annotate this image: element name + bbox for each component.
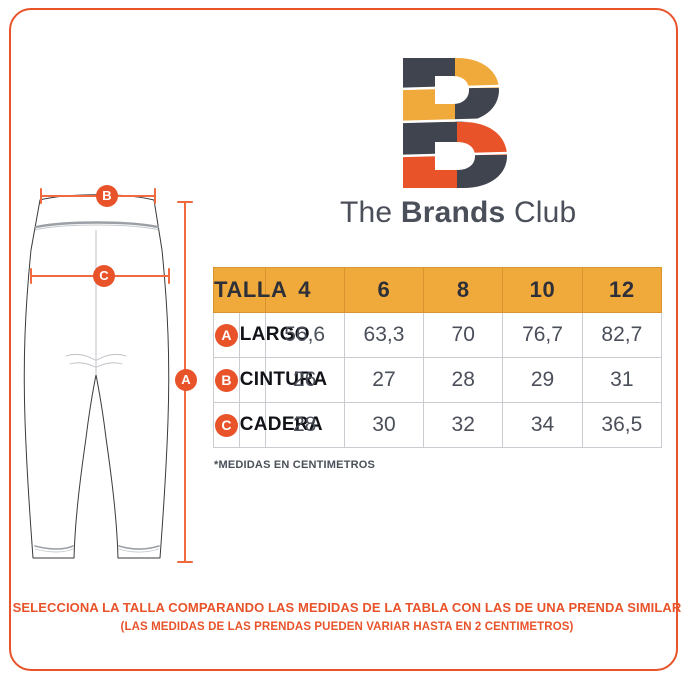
wordmark-brands: Brands (400, 196, 506, 229)
wordmark-club: Club (505, 196, 577, 229)
cell-largo-6: 63,3 (343, 312, 425, 358)
cell-cadera-10: 34 (502, 402, 583, 448)
cell-cadera-8: 32 (423, 402, 504, 448)
cell-cintura-6: 27 (343, 357, 425, 403)
diagram-marker-c: C (93, 265, 115, 287)
cell-largo-8: 70 (423, 312, 504, 358)
footer-instructions: SELECCIONA LA TALLA COMPARANDO LAS MEDID… (0, 600, 694, 633)
footer-line-1: SELECCIONA LA TALLA COMPARANDO LAS MEDID… (12, 600, 682, 615)
header-size-10: 10 (502, 267, 583, 313)
cell-largo-4: 56,6 (264, 312, 345, 358)
table-row: B CINTURA 26 27 28 29 31 (213, 357, 663, 403)
diagram-marker-a: A (175, 369, 197, 391)
row-badge-cell: B (213, 357, 240, 403)
brands-club-b-logo-icon (398, 58, 510, 188)
diagram-marker-b: B (96, 185, 118, 207)
measurement-units-note: *MEDIDAS EN CENTIMETROS (214, 459, 376, 471)
row-label-cintura: CINTURA (238, 357, 327, 403)
header-size-4: 4 (264, 267, 345, 313)
wordmark-the: The (340, 196, 401, 229)
table-row: A LARGO 56,6 63,3 70 76,7 82,7 (213, 312, 663, 358)
cell-largo-12: 82,7 (581, 312, 663, 358)
brand-wordmark: The Brands Club (340, 196, 576, 230)
header-talla: TALLA (213, 267, 287, 313)
row-label-largo: LARGO (238, 312, 310, 358)
pants-diagram (22, 180, 202, 580)
row-badge-cell: C (213, 402, 240, 448)
cell-cintura-4: 26 (264, 357, 345, 403)
table-row: C CADERA 28 30 32 34 36,5 (213, 402, 663, 448)
cell-cadera-6: 30 (343, 402, 425, 448)
cell-cintura-10: 29 (502, 357, 583, 403)
cell-largo-10: 76,7 (502, 312, 583, 358)
cell-cadera-12: 36,5 (581, 402, 663, 448)
footer-line-2: (LAS MEDIDAS DE LAS PRENDAS PUEDEN VARIA… (120, 621, 574, 633)
cell-cadera-4: 28 (264, 402, 345, 448)
row-badge-c: C (214, 413, 238, 437)
row-badge-cell: A (213, 312, 240, 358)
table-header-row: TALLA 4 6 8 10 12 (213, 267, 663, 313)
row-badge-b: B (214, 368, 238, 392)
row-label-cadera: CADERA (238, 402, 323, 448)
header-size-12: 12 (581, 267, 663, 313)
header-size-8: 8 (423, 267, 504, 313)
brand-logo-block: The Brands Club (340, 52, 576, 237)
size-table: TALLA 4 6 8 10 12 A LARGO 56,6 63,3 70 7… (213, 267, 663, 448)
header-size-6: 6 (343, 267, 425, 313)
cell-cintura-12: 31 (581, 357, 663, 403)
row-badge-a: A (214, 323, 238, 347)
cell-cintura-8: 28 (423, 357, 504, 403)
